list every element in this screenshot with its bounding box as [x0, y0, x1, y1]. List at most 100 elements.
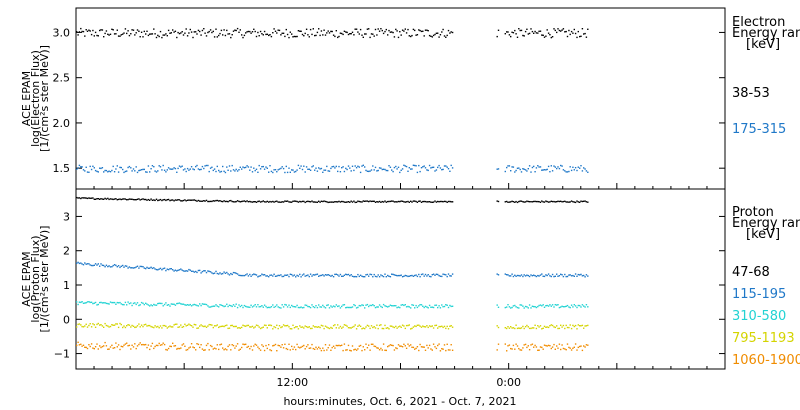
data-point [232, 344, 235, 347]
data-point [226, 200, 228, 203]
data-point [254, 343, 256, 345]
data-point [163, 267, 166, 269]
data-point [251, 306, 254, 308]
data-point [158, 268, 160, 270]
data-point [278, 168, 281, 170]
data-point [530, 307, 532, 309]
data-point [176, 171, 178, 173]
data-point [208, 306, 210, 308]
data-point [547, 32, 550, 34]
data-point [127, 345, 129, 347]
data-point [250, 326, 252, 328]
data-point [447, 349, 450, 351]
data-point [443, 273, 446, 276]
data-point [155, 304, 158, 306]
data-point [82, 326, 85, 328]
data-point [370, 273, 373, 276]
y-tick-label: 2.5 [53, 72, 71, 85]
data-point [158, 165, 160, 167]
data-point [372, 276, 374, 278]
data-point [112, 165, 114, 168]
data-point [526, 306, 528, 308]
data-point [193, 303, 195, 306]
data-point [146, 303, 148, 305]
data-point [561, 165, 563, 167]
data-point [451, 326, 454, 328]
data-point [400, 34, 402, 36]
data-point [414, 325, 416, 327]
data-point [365, 33, 367, 35]
data-point [166, 169, 168, 171]
data-point [285, 165, 287, 168]
legend-label: 795-1193 [732, 331, 795, 346]
data-point [441, 275, 443, 278]
data-point [387, 274, 389, 277]
data-point [235, 325, 237, 328]
data-point [82, 197, 85, 199]
data-point [274, 305, 277, 308]
data-point [149, 348, 151, 351]
y-axis-label: ACE EPAM [20, 71, 33, 126]
data-point [207, 270, 209, 272]
data-point [281, 326, 283, 328]
data-point [111, 198, 113, 200]
data-point [204, 325, 206, 327]
data-point [397, 274, 400, 277]
data-point [135, 266, 137, 268]
data-point [311, 343, 313, 346]
data-point [128, 165, 131, 168]
data-point [93, 324, 95, 326]
data-point [565, 324, 567, 327]
data-point [437, 344, 439, 347]
data-point [255, 344, 258, 346]
data-point [404, 28, 406, 30]
data-point [391, 31, 393, 33]
data-point [235, 345, 237, 347]
data-point [295, 276, 297, 278]
data-point [197, 199, 200, 202]
data-point [557, 347, 559, 349]
data-point [196, 164, 198, 167]
data-point [562, 28, 565, 30]
data-point [397, 166, 400, 168]
data-point [374, 28, 377, 31]
data-point [535, 327, 538, 330]
data-point [370, 304, 373, 307]
data-point [579, 325, 581, 327]
data-point [281, 32, 283, 34]
data-point [205, 199, 208, 202]
data-point [105, 30, 108, 32]
data-point [533, 346, 535, 348]
data-point [231, 34, 233, 36]
data-point [558, 327, 561, 330]
data-point [307, 168, 309, 170]
data-point [507, 274, 509, 276]
data-point [516, 274, 519, 277]
data-point [108, 34, 110, 36]
data-point [241, 346, 243, 349]
data-point [120, 265, 122, 267]
data-point [579, 167, 581, 169]
data-point [220, 273, 223, 275]
data-point [254, 273, 256, 276]
data-point [511, 166, 513, 168]
data-point [274, 343, 277, 346]
data-point [103, 264, 105, 267]
data-point [370, 33, 373, 35]
data-point [392, 326, 394, 328]
data-point [265, 33, 267, 36]
data-point [541, 328, 543, 330]
data-point [389, 344, 392, 346]
data-point [239, 305, 241, 308]
data-point [322, 34, 324, 36]
data-point [537, 32, 539, 34]
legend-label: 115-195 [732, 287, 786, 302]
data-point [201, 165, 204, 168]
data-point [100, 324, 102, 326]
data-point [414, 274, 416, 277]
data-point [526, 346, 528, 349]
data-point [381, 349, 383, 351]
data-point [550, 200, 552, 202]
data-point [80, 301, 82, 304]
